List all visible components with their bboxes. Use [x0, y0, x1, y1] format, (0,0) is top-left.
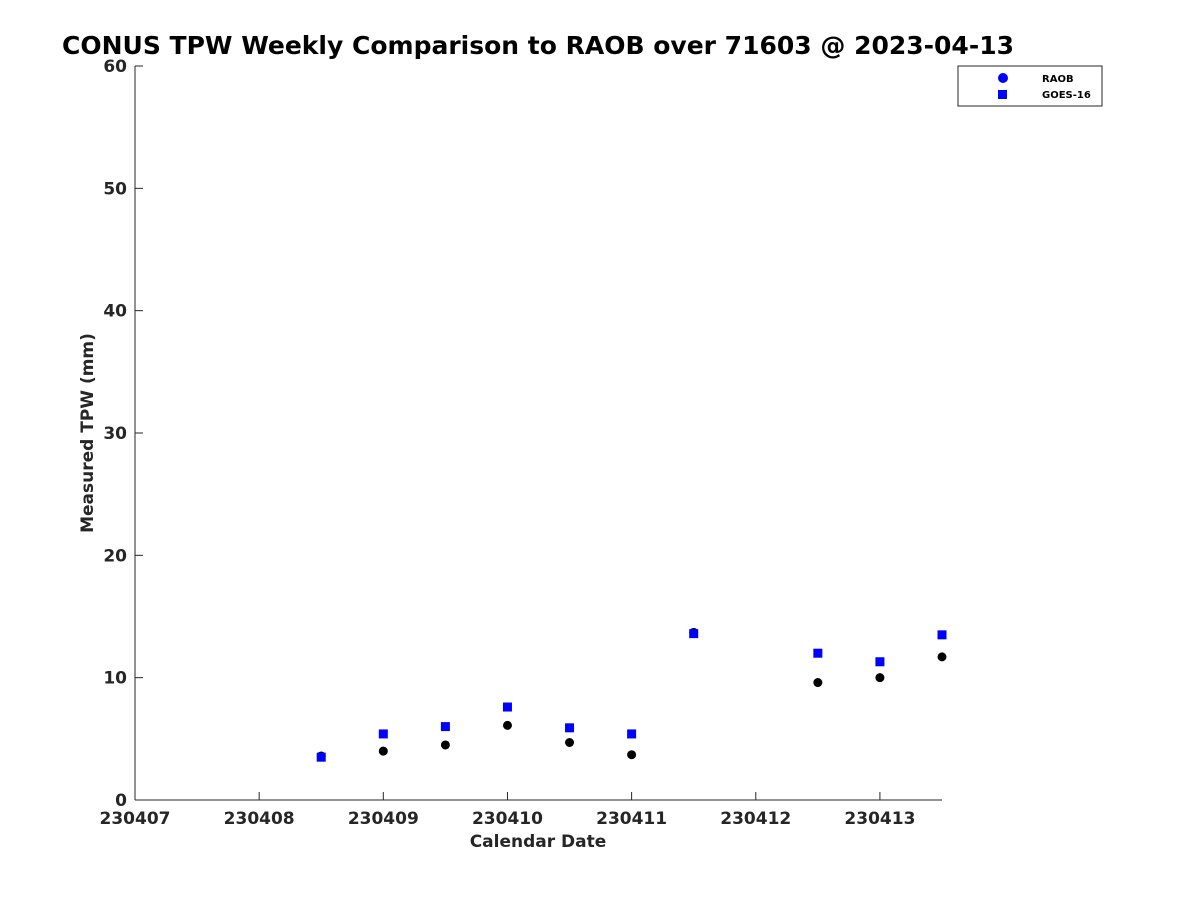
raob-point	[813, 678, 823, 688]
x-tick-label: 230410	[472, 809, 543, 829]
y-tick-label: 0	[115, 791, 127, 811]
goes16-point	[440, 722, 450, 732]
raob-point	[440, 740, 450, 750]
raob-point	[502, 720, 512, 730]
y-tick-label: 50	[103, 179, 127, 199]
y-tick-label: 40	[103, 302, 127, 322]
x-axis-ticks: 230407 230408 230409 230410 230411 230412 2304…	[100, 792, 915, 829]
x-tick-label: 230413	[844, 809, 915, 829]
goes16-point	[316, 752, 326, 762]
goes16-point	[937, 630, 947, 640]
y-tick-label: 10	[103, 669, 127, 689]
raob-point	[627, 750, 637, 760]
plot-area	[134, 66, 942, 801]
x-tick-label: 230409	[348, 809, 419, 829]
y-tick-label: 20	[103, 546, 127, 566]
legend-raob-marker	[998, 73, 1008, 83]
goes16-point	[627, 729, 637, 739]
goes16-point	[689, 629, 699, 639]
x-axis-label: Calendar Date	[470, 832, 607, 852]
y-axis-label: Measured TPW (mm)	[78, 333, 98, 533]
chart-title: CONUS TPW Weekly Comparison to RAOB over…	[62, 31, 1014, 60]
goes16-point	[502, 702, 512, 712]
raob-point	[565, 738, 575, 748]
legend-raob-label: RAOB	[1042, 74, 1074, 85]
x-tick-label: 230407	[100, 809, 171, 829]
legend-goes16-label: GOES-16	[1042, 90, 1091, 101]
y-tick-label: 30	[103, 424, 127, 444]
x-tick-label: 230412	[720, 809, 791, 829]
raob-point	[378, 746, 388, 756]
raob-series	[316, 627, 947, 761]
raob-point	[937, 652, 947, 662]
legend: RAOB GOES-16	[957, 65, 1103, 107]
x-tick-label: 230408	[224, 809, 295, 829]
raob-point	[875, 673, 885, 683]
goes16-point	[813, 648, 823, 658]
y-tick-label: 60	[103, 57, 127, 77]
goes16-point	[875, 657, 885, 667]
x-tick-label: 230411	[596, 809, 667, 829]
y-axis-ticks: 0 10 20 30 40 50 60	[103, 57, 143, 811]
goes16-series	[316, 629, 947, 762]
goes16-point	[565, 723, 575, 733]
goes16-point	[378, 729, 388, 739]
legend-box	[957, 65, 1103, 107]
legend-goes16-marker	[998, 90, 1007, 99]
